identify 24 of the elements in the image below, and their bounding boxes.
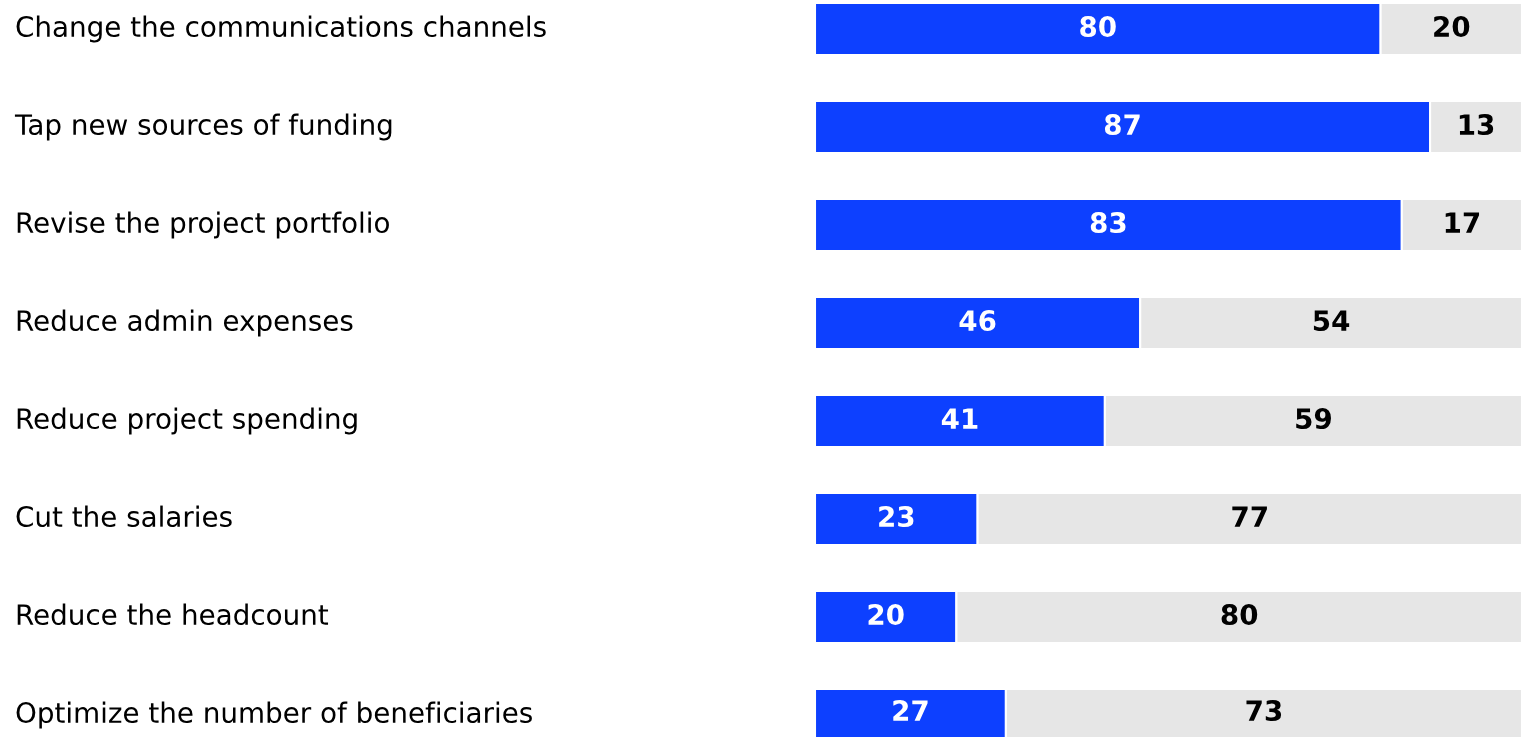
data-label: 59 — [1296, 408, 1331, 430]
y-tick-label: Optimize the number of beneficiaries — [16, 701, 532, 729]
data-label: 73 — [1246, 700, 1282, 722]
y-tick-label: Cut the salaries — [16, 505, 232, 528]
data-label: 23 — [879, 506, 914, 528]
y-tick-label: Tap new sources of funding — [14, 113, 392, 141]
y-tick-label: Reduce admin expenses — [17, 309, 353, 337]
y-tick-label: Reduce the headcount — [17, 603, 329, 626]
y-tick-label: Revise the project portfolio — [17, 211, 389, 239]
data-label: 80 — [1221, 604, 1258, 626]
data-label: 27 — [893, 700, 928, 721]
y-tick-label: Change the communications channels — [16, 15, 546, 43]
data-label: 87 — [1104, 114, 1140, 136]
data-label: 46 — [959, 310, 996, 332]
data-label: 20 — [1434, 16, 1470, 38]
y-tick-label: Reduce project spending — [17, 407, 357, 435]
data-label: 17 — [1445, 212, 1480, 233]
data-label: 41 — [941, 408, 978, 429]
data-label: 20 — [868, 604, 904, 626]
data-label: 83 — [1090, 212, 1126, 234]
data-label: 13 — [1459, 114, 1494, 136]
data-label: 54 — [1313, 310, 1350, 332]
data-label: 80 — [1080, 16, 1116, 38]
data-label: 77 — [1232, 506, 1267, 527]
